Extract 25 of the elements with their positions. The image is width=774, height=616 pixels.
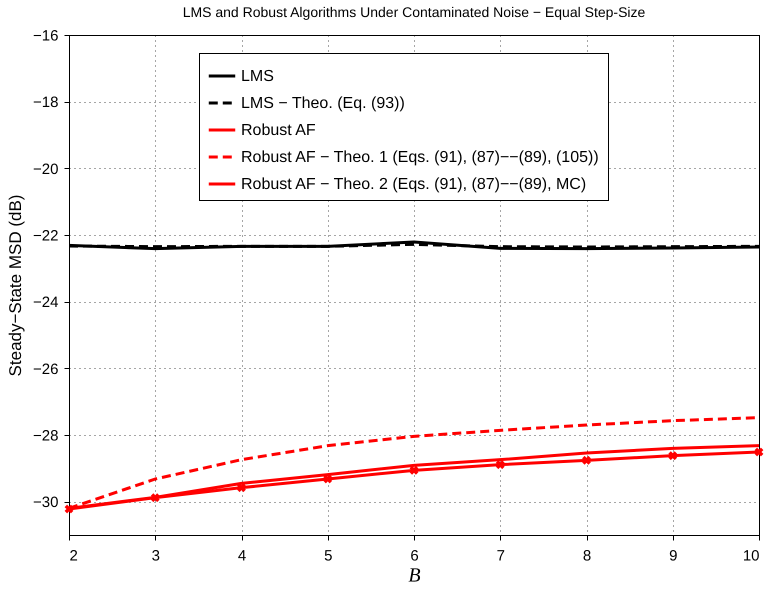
legend-label: Robust AF − Theo. 1 (Eqs. (91), (87)−−(89), (105)) xyxy=(241,149,599,166)
x-tick-label: 10 xyxy=(742,548,760,564)
y-tick-label: −26 xyxy=(33,360,58,378)
y-tick-label: −20 xyxy=(33,160,58,178)
y-tick-label: −18 xyxy=(33,94,58,112)
legend-label: Robust AF − Theo. 2 (Eqs. (91), (87)−−(89), MC) xyxy=(241,176,586,193)
y-tick-label: −24 xyxy=(33,294,58,312)
chart-title: LMS and Robust Algorithms Under Contaminated Noise − Equal Step-Size xyxy=(182,4,646,20)
legend-label: LMS − Theo. (Eq. (93)) xyxy=(241,95,405,112)
y-tick-label: −28 xyxy=(33,428,58,444)
y-tick-label: −30 xyxy=(33,494,58,512)
x-tick-label: 2 xyxy=(70,548,78,564)
x-tick-label: 8 xyxy=(582,548,592,564)
y-tick-label: −16 xyxy=(33,28,58,44)
legend-label: LMS xyxy=(241,68,274,85)
y-axis-title: Steady−State MSD (dB) xyxy=(6,194,26,376)
x-tick-label: 6 xyxy=(410,548,419,564)
x-tick-label: 4 xyxy=(238,548,246,564)
x-axis-title: B xyxy=(408,564,421,586)
y-tick-label: −22 xyxy=(33,228,58,244)
x-tick-label: 9 xyxy=(669,548,678,564)
x-tick-label: 7 xyxy=(496,548,505,564)
x-tick-label: 3 xyxy=(152,548,160,564)
legend-label: Robust AF xyxy=(241,122,316,139)
x-tick-label: 5 xyxy=(324,548,332,564)
